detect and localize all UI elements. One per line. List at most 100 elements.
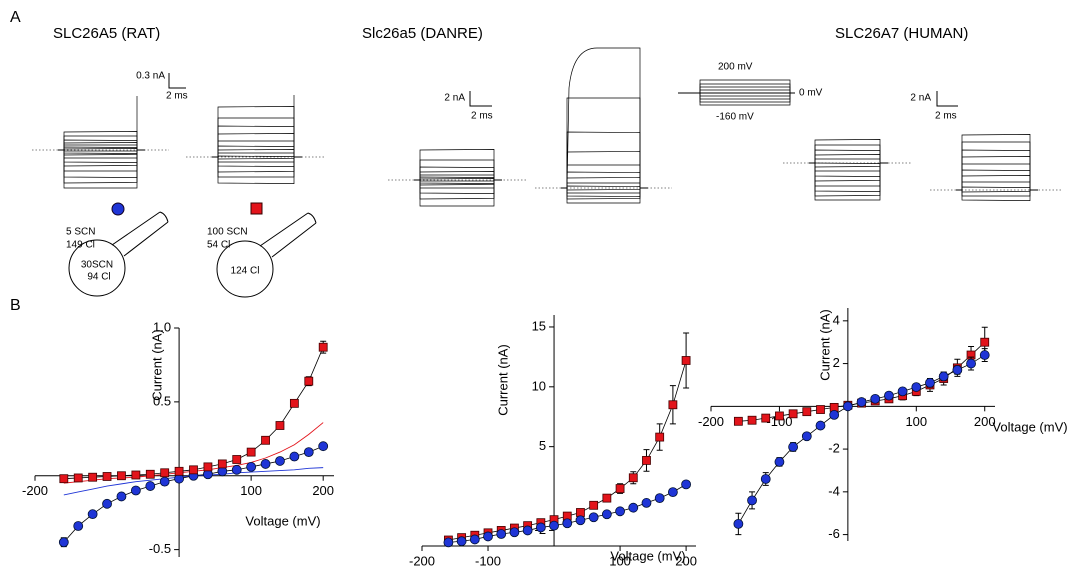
data-point [483, 531, 493, 542]
data-point [576, 508, 585, 517]
y-tick-label: 1.0 [153, 319, 171, 334]
scale-current: 2 nA [444, 93, 465, 104]
data-point [275, 421, 285, 430]
data-point [747, 415, 757, 425]
scale-current: 2 nA [910, 93, 931, 104]
scale-time: 2 ms [471, 111, 493, 122]
cell-solution: 30SCN [81, 260, 113, 271]
data-point [601, 509, 612, 520]
data-point [443, 537, 454, 548]
data-point [884, 390, 894, 401]
cell [216, 240, 274, 298]
y-tick-label: -0.5 [149, 541, 171, 556]
data-point [145, 481, 156, 491]
data-point [87, 509, 98, 520]
heading: SLC26A7 (HUMAN) [835, 25, 968, 42]
trace-family [783, 139, 912, 201]
x-axis-label: Voltage (mV) [992, 419, 1067, 434]
x-tick-label: -100 [475, 553, 501, 567]
data-point [88, 472, 98, 482]
iv-chart: -6 -4 -2 2 4 -200 -100 100 200 Current (nA) Voltag… [698, 308, 1068, 541]
data-point [588, 512, 599, 523]
data-point [73, 473, 83, 483]
data-point [509, 527, 520, 538]
data-point [952, 365, 963, 375]
data-point [189, 465, 198, 475]
data-point [667, 487, 678, 498]
data-point [203, 462, 213, 472]
data-point [246, 447, 256, 457]
data-point [289, 451, 300, 462]
data-point [318, 441, 329, 452]
data-point [655, 432, 665, 442]
scale-time: 2 ms [935, 111, 957, 122]
pipette-solution: 54 Cl [207, 240, 230, 251]
data-point [496, 529, 507, 539]
symbol-square [250, 202, 263, 215]
cell-solution: 94 Cl [87, 272, 110, 283]
data-point [966, 358, 976, 369]
y-tick-label: 0.5 [153, 393, 171, 408]
x-tick-label: 200 [312, 483, 334, 498]
data-point [641, 498, 652, 508]
data-point [116, 491, 127, 502]
data-point [774, 457, 785, 467]
y-tick-label: 15 [532, 318, 546, 333]
data-point [130, 485, 141, 496]
cell-solution: 124 Cl [231, 266, 260, 277]
protocol-label: 200 mV [718, 62, 753, 73]
data-point [260, 459, 271, 469]
pipette-solution: 149 Cl [66, 240, 95, 251]
pipette-solution: 100 SCN [207, 227, 248, 238]
data-point [761, 413, 771, 423]
scale-bar [936, 91, 958, 107]
data-point [788, 442, 799, 452]
trace [956, 189, 1038, 201]
data-point [938, 371, 949, 382]
protocol-step [699, 93, 791, 106]
x-tick-label: -200 [698, 414, 724, 429]
data-point [615, 506, 625, 517]
trace [58, 149, 145, 189]
data-point [911, 382, 922, 392]
data-point [775, 411, 784, 421]
y-axis-label: Current (nA) [495, 344, 510, 416]
data-point [628, 473, 638, 483]
y-tick-label: -2 [828, 441, 840, 456]
data-point [232, 455, 242, 464]
x-tick-label: -100 [766, 414, 792, 429]
y-axis-label: Current (nA) [149, 329, 164, 401]
data-point [469, 534, 480, 545]
iv-chart: -0.5 0.5 1.0 -200 100 200 Current (nA) Voltage … [22, 319, 334, 557]
y-tick-label: 10 [532, 378, 546, 393]
data-point [575, 515, 586, 526]
y-tick-label: 2 [833, 355, 840, 370]
x-tick-label: 200 [974, 414, 996, 429]
data-point [681, 479, 691, 490]
scale-bar [168, 73, 186, 89]
data-point [681, 356, 691, 365]
data-point [174, 466, 184, 476]
trace-family [32, 96, 169, 189]
data-point [73, 521, 84, 531]
x-tick-label: 100 [240, 483, 262, 498]
pipette-solution: 5 SCN [66, 227, 95, 238]
data-point [980, 337, 990, 347]
data-point [58, 537, 69, 548]
data-point [870, 393, 881, 404]
y-tick-label: -6 [828, 526, 840, 541]
data-point [456, 536, 467, 547]
protocol-step [699, 89, 791, 93]
y-tick-label: 5 [539, 438, 546, 453]
data-point [217, 459, 227, 469]
data-point [760, 474, 771, 484]
data-point [897, 386, 908, 397]
data-point [522, 525, 533, 536]
trace [414, 179, 502, 207]
x-tick-label: 100 [905, 414, 927, 429]
data-point [802, 407, 812, 417]
x-axis-label: Voltage (mV) [610, 548, 685, 563]
protocol-label: -160 mV [716, 112, 754, 123]
protocol-label: 0 mV [799, 88, 823, 99]
y-tick-label: -4 [828, 483, 840, 498]
